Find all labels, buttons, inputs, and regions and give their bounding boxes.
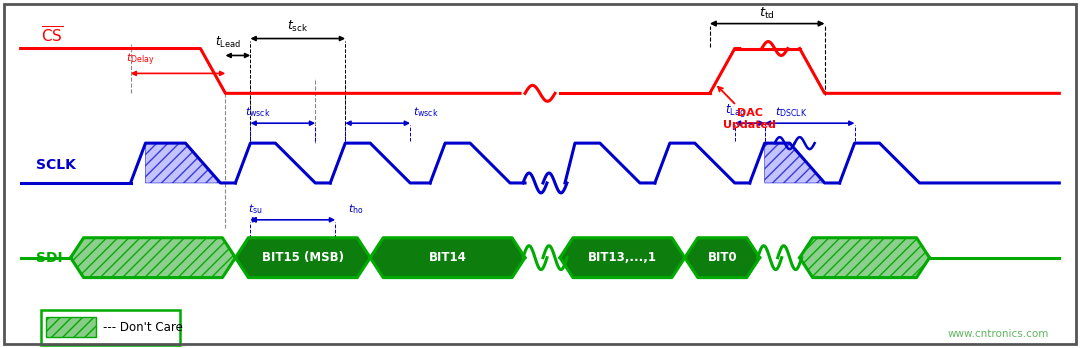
Text: --- Don't Care: --- Don't Care: [103, 321, 183, 334]
Text: $t_{\rm Delay}$: $t_{\rm Delay}$: [125, 52, 154, 69]
Text: BIT15 (MSB): BIT15 (MSB): [261, 251, 343, 264]
Text: www.cntronics.com: www.cntronics.com: [948, 329, 1050, 339]
Text: DAC
Updated: DAC Updated: [718, 87, 777, 130]
Text: $t_{\rm ho}$: $t_{\rm ho}$: [348, 202, 364, 216]
Text: $t_{\rm wsck}$: $t_{\rm wsck}$: [414, 105, 438, 119]
Text: SDI: SDI: [36, 251, 63, 265]
Polygon shape: [765, 143, 825, 183]
Text: $t_{\rm wsck}$: $t_{\rm wsck}$: [245, 105, 271, 119]
Text: $t_{\rm Lead}$: $t_{\rm Lead}$: [215, 35, 241, 50]
Text: BIT13,...,1: BIT13,...,1: [588, 251, 657, 264]
Polygon shape: [370, 238, 525, 278]
Text: $t_{\rm su}$: $t_{\rm su}$: [248, 202, 264, 216]
Text: $\overline{\rm CS}$: $\overline{\rm CS}$: [41, 25, 63, 46]
Text: BIT0: BIT0: [707, 251, 737, 264]
Polygon shape: [70, 238, 235, 278]
Polygon shape: [146, 143, 220, 183]
Text: $t_{\rm td}$: $t_{\rm td}$: [759, 6, 775, 21]
Polygon shape: [685, 238, 759, 278]
Text: BIT14: BIT14: [429, 251, 467, 264]
FancyBboxPatch shape: [41, 310, 180, 345]
Polygon shape: [235, 238, 370, 278]
Polygon shape: [45, 317, 95, 337]
Text: $t_{\rm DSCLK}$: $t_{\rm DSCLK}$: [774, 105, 807, 119]
Text: SCLK: SCLK: [36, 158, 76, 172]
Text: $t_{\rm sck}$: $t_{\rm sck}$: [287, 18, 309, 33]
Text: $t_{\rm Lag}$: $t_{\rm Lag}$: [725, 102, 745, 119]
Polygon shape: [559, 238, 685, 278]
Polygon shape: [799, 238, 930, 278]
